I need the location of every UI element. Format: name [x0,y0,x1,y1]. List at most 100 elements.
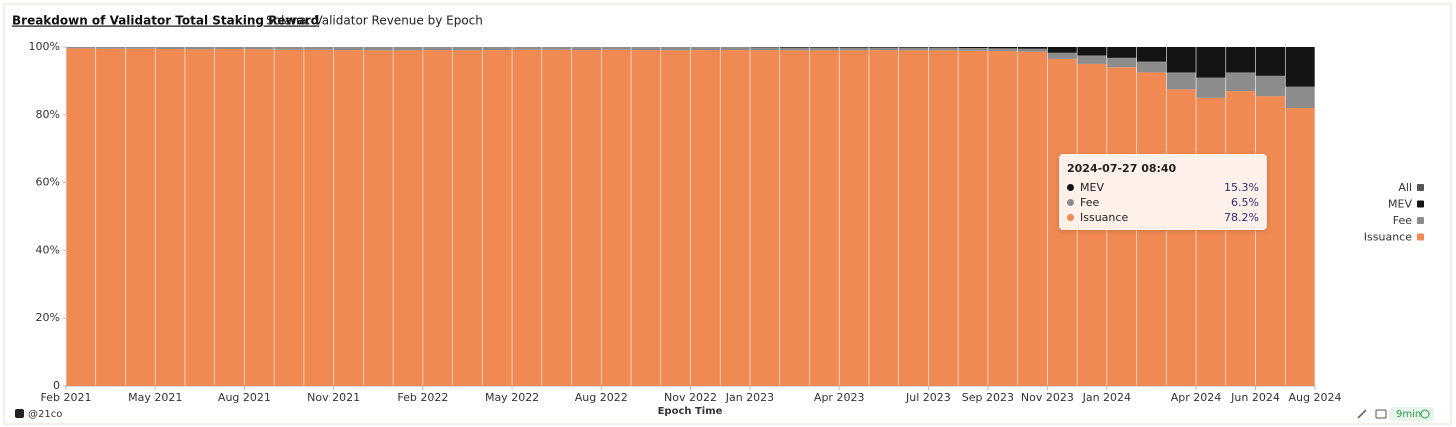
x-tick-label: May 2021 [128,391,182,404]
edit-icon[interactable] [1357,409,1367,419]
camera-icon[interactable] [1375,409,1387,419]
bar-segment [869,50,899,387]
bar-segment [780,50,810,386]
bar-segment [1285,108,1315,387]
x-tick-label: Feb 2021 [41,391,92,404]
bar-segment [1255,75,1285,97]
x-axis-title: Epoch Time [658,406,723,417]
bar-segment [1077,55,1107,64]
bar-segment [274,47,304,50]
bar-segment [333,50,364,387]
bar-segment [601,47,631,50]
bar-segment [869,47,899,48]
x-tick-label: Jun 2024 [1230,391,1280,404]
bar-segment [661,50,691,386]
y-tick-label: 60% [36,176,60,189]
bar-segment [690,47,720,51]
bar-segment [1285,86,1315,109]
bar-segment [958,47,988,49]
bar-segment [839,47,869,51]
bar-segment [809,47,839,51]
bar-segment [155,49,185,387]
tooltip-name: Fee [1080,196,1100,209]
x-tick-label: Aug 2021 [218,391,271,404]
bar-segment [1017,48,1048,52]
dashboard-title[interactable]: Breakdown of Validator Total Staking Rew… [12,14,319,28]
bar-segment [393,50,423,386]
bar-segment [1136,61,1167,73]
bar-segment [1196,77,1226,98]
bar-segment [482,50,512,387]
bar-segment [512,47,542,50]
bar-segment [125,48,155,386]
bar-segment [809,47,839,48]
bar-segment [928,50,958,386]
tooltip-value: 78.2% [1224,211,1259,224]
bar-segment [898,50,929,386]
legend-label: Issuance [1364,231,1412,244]
bar-segment [869,47,899,51]
tooltip: 2024-07-27 08:40 MEV 15.3% Fee 6.5% Issuance… [1059,154,1267,230]
bar-segment [690,50,720,387]
tooltip-row: MEV 15.3% [1067,181,1259,196]
x-tick-label: Jul 2023 [905,391,951,404]
bar-segment [423,47,453,51]
bar-segment [1166,89,1196,386]
bar-segment [601,49,631,386]
bar-segment [780,47,810,48]
bar-segment [928,47,958,51]
bar-segment [958,50,988,386]
bar-segment [96,47,126,49]
x-tick-label: Apr 2023 [814,391,865,404]
x-tick-label: Apr 2024 [1171,391,1222,404]
bar-segment [185,47,215,50]
bar-segment [1226,91,1256,386]
bar-segment [839,47,869,48]
tooltip-row: Fee 6.5% [1067,196,1259,211]
bar-segment [423,50,453,387]
legend-label: Fee [1393,214,1412,227]
tooltip-row: Issuance 78.2% [1067,211,1259,226]
bar-segment [631,47,661,51]
tooltip-name: MEV [1080,181,1104,194]
brand[interactable]: @21co [28,409,62,420]
y-tick-label: 20% [36,311,60,324]
bar-segment [1166,72,1196,90]
bar-segment [274,49,304,386]
bar-segment [571,50,601,387]
bar-segment [1255,96,1285,386]
bar-segment [1017,47,1048,49]
bar-segment [988,47,1018,49]
bar-segment [363,50,393,386]
bar-segment [631,50,661,387]
x-tick-label: Nov 2023 [1021,391,1074,404]
bar-segment [125,47,155,49]
bar-segment [720,47,750,51]
bar-segment [66,47,96,49]
bar-segment [1136,47,1167,62]
bar-segment [214,49,245,387]
bar-segment [988,51,1018,387]
bar-segment [1047,47,1077,53]
bar-segment [661,47,691,51]
bar-segment [1047,52,1077,59]
bar-segment [988,48,1018,52]
y-tick-label: 80% [36,108,60,121]
bar-segment [898,47,929,48]
bar-segment [482,47,512,51]
bar-segment [1285,47,1315,87]
bar-segment [958,48,988,51]
legend-swatch [1417,233,1424,241]
bar-segment [1196,97,1226,386]
bar-segment [1017,51,1048,386]
bar-segment [214,47,245,50]
bar-segment [750,47,780,51]
frame [3,3,1452,425]
bar-segment [1107,57,1137,68]
tooltip-value: 6.5% [1231,196,1259,209]
y-tick-label: 40% [36,243,60,256]
x-tick-label: Nov 2021 [307,391,360,404]
bar-segment [542,47,572,50]
legend-label: All [1398,181,1412,194]
